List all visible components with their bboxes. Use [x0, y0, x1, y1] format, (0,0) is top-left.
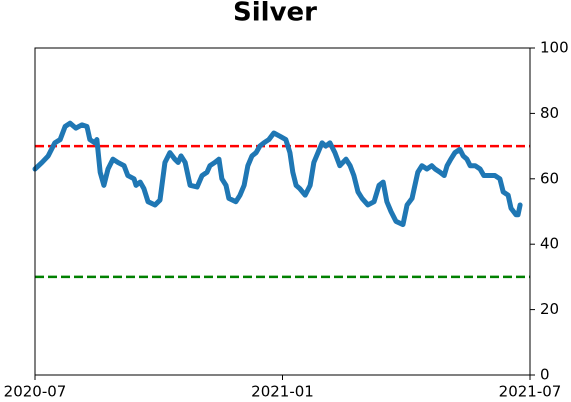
y-tick-label: 80	[540, 104, 559, 122]
y-tick-label: 40	[540, 235, 559, 253]
y-tick-label: 20	[540, 300, 559, 318]
y-tick-label: 100	[540, 39, 569, 57]
y-tick-label: 60	[540, 169, 559, 187]
plot-frame	[34, 47, 531, 376]
chart-title: Silver	[233, 0, 317, 28]
x-tick-label: 2020-07	[4, 383, 67, 401]
x-tick-label: 2021-01	[251, 383, 314, 401]
y-tick-label: 0	[540, 366, 550, 384]
x-tick-label: 2021-07	[499, 383, 562, 401]
series-line	[32, 120, 523, 228]
